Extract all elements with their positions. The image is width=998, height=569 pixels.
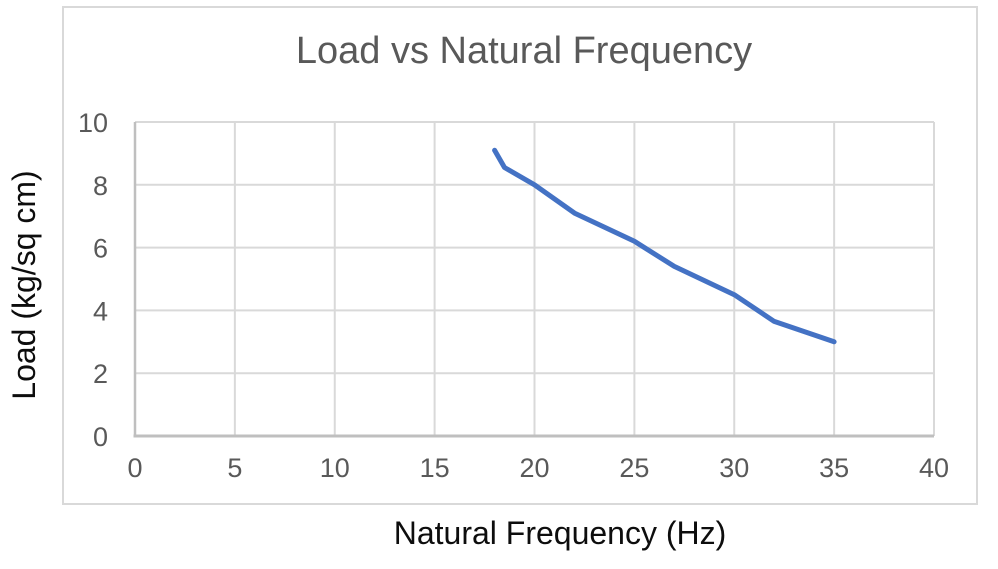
x-tick-label: 30 <box>719 453 749 483</box>
x-tick-label: 40 <box>919 453 949 483</box>
y-tick-label: 2 <box>93 359 108 389</box>
x-tick-label: 5 <box>227 453 242 483</box>
x-tick-label: 10 <box>320 453 350 483</box>
x-tick-label: 15 <box>420 453 450 483</box>
y-tick-label: 4 <box>93 296 108 326</box>
x-tick-label: 35 <box>819 453 849 483</box>
y-tick-label: 6 <box>93 234 108 264</box>
y-axis-title: Load (kg/sq cm) <box>6 170 42 400</box>
x-axis-title: Natural Frequency (Hz) <box>393 515 727 551</box>
y-tick-label: 10 <box>78 108 108 138</box>
x-tick-label: 20 <box>519 453 549 483</box>
y-tick-label: 0 <box>93 422 108 452</box>
chart-title: Load vs Natural Frequency <box>295 30 753 72</box>
x-tick-label: 0 <box>127 453 142 483</box>
data-line <box>492 147 837 345</box>
y-tick-label: 8 <box>93 171 108 201</box>
chart-frame <box>62 6 978 505</box>
x-tick-label: 25 <box>619 453 649 483</box>
